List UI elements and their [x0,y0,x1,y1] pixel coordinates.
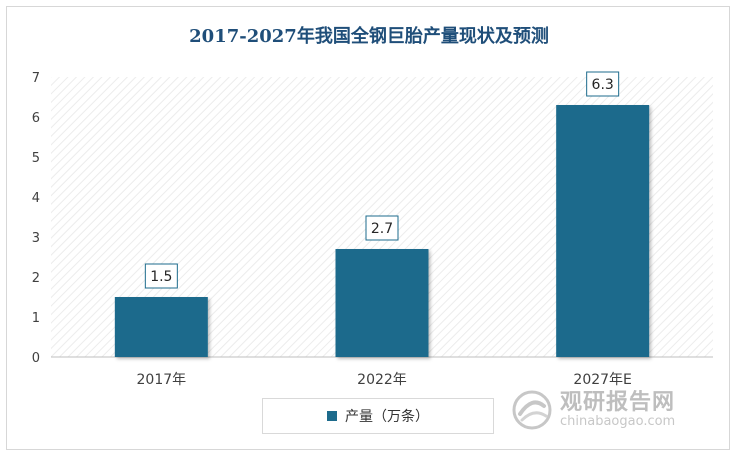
y-tick-label: 6 [32,111,40,126]
data-label-box [365,215,399,241]
watermark-name: 观研报告网 [560,390,676,415]
y-tick-label: 0 [32,351,40,366]
bar-1 [335,249,429,357]
y-tick-label: 2 [32,271,40,286]
y-tick-label: 1 [32,311,40,326]
y-tick-label: 4 [32,191,40,206]
x-tick-label: 2022年 [357,372,407,388]
watermark: 观研报告网 chinabaogao.com [510,384,710,440]
bar-2 [556,105,650,357]
data-label-box [586,71,620,97]
watermark-url: chinabaogao.com [560,414,676,429]
data-label: 6.3 [592,77,614,93]
y-tick-label: 7 [32,71,40,86]
x-tick-label: 2017年 [137,372,187,388]
chart-title: 2017-2027年我国全钢巨胎产量现状及预测 [189,26,549,47]
bars: 1.5 2.7 6.3 [114,71,650,357]
legend: 产量（万条） [262,398,494,434]
y-tick-label: 5 [32,151,40,166]
y-tick-label: 3 [32,231,40,246]
bar-0 [114,297,208,357]
x-tick-label: 2027年E [573,372,631,388]
data-label: 2.7 [371,221,393,237]
data-label-box [144,263,178,289]
x-axis: 2017年 2022年 2027年E [137,372,632,388]
y-axis: 0 1 2 3 4 5 6 7 [32,71,40,366]
swirl-logo-icon [512,390,552,430]
data-label: 1.5 [150,269,172,285]
legend-label: 产量（万条） [345,409,429,425]
legend-swatch [327,411,337,421]
